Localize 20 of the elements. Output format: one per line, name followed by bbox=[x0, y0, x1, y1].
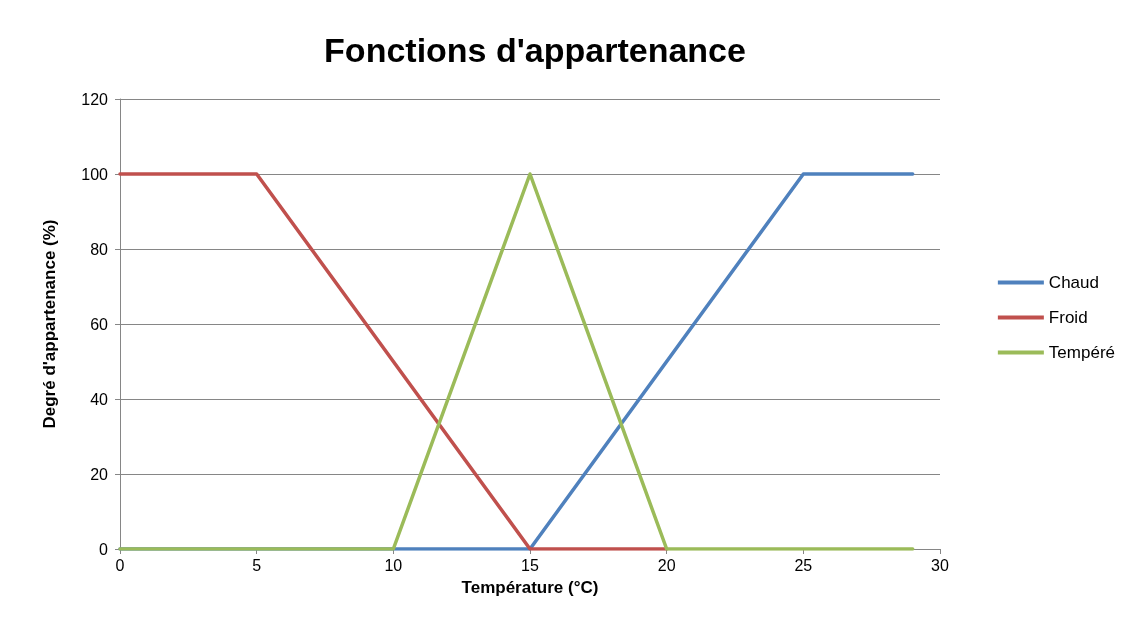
y-tick-label: 60 bbox=[90, 315, 109, 333]
chart-title: Fonctions d'appartenance bbox=[324, 31, 746, 69]
legend-label: Froid bbox=[1048, 308, 1088, 327]
legend-label: Tempéré bbox=[1048, 343, 1115, 362]
y-tick-label: 120 bbox=[81, 90, 109, 108]
legend-label: Chaud bbox=[1048, 273, 1099, 292]
x-axis-title: Température (°C) bbox=[461, 578, 599, 597]
x-tick-label: 25 bbox=[794, 556, 813, 574]
x-tick-label: 15 bbox=[521, 556, 539, 574]
x-tick-label: 10 bbox=[384, 556, 403, 574]
x-tick-label: 5 bbox=[252, 556, 262, 574]
y-tick-label: 100 bbox=[81, 165, 109, 183]
y-axis-title: Degré d'appartenance (%) bbox=[40, 219, 59, 429]
y-tick-label: 0 bbox=[99, 540, 109, 558]
y-tick-label: 20 bbox=[90, 465, 109, 483]
y-tick-label: 80 bbox=[90, 240, 109, 258]
x-tick-label: 0 bbox=[115, 556, 125, 574]
x-tick-label: 30 bbox=[931, 556, 949, 574]
y-tick-label: 40 bbox=[90, 390, 109, 408]
x-tick-label: 20 bbox=[657, 556, 676, 574]
